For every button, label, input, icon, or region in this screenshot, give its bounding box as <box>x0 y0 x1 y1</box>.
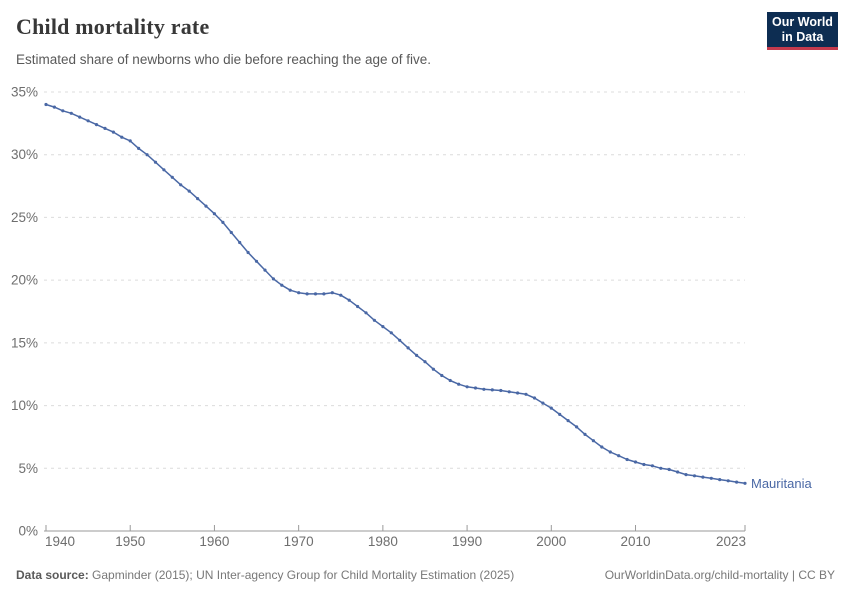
x-tick-label: 1990 <box>452 534 482 549</box>
y-axis-labels: 0% 5% 10% 15% 20% 25% 30% 35% <box>11 85 38 539</box>
y-gridlines <box>44 91 745 469</box>
series-label-mauritania: Mauritania <box>751 476 812 491</box>
owid-logo: Our World in Data <box>767 12 838 50</box>
x-tick-label: 1980 <box>368 534 398 549</box>
owid-url-link[interactable]: OurWorldinData.org/child-mortality | CC … <box>604 568 835 582</box>
data-source-note: Data source: Gapminder (2015); UN Inter-… <box>16 568 514 582</box>
series-line-mauritania <box>45 103 746 485</box>
x-tick-label: 1950 <box>115 534 145 549</box>
y-tick-label: 10% <box>11 398 38 413</box>
x-tick-label: 1960 <box>199 534 229 549</box>
x-tick-label: 1970 <box>284 534 314 549</box>
x-tick-label: 2000 <box>536 534 566 549</box>
x-tick-label: 1940 <box>45 534 75 549</box>
x-tick-label: 2023 <box>716 534 746 549</box>
chart-footer: Data source: Gapminder (2015); UN Inter-… <box>16 568 835 582</box>
y-tick-label: 0% <box>18 524 38 539</box>
y-tick-label: 25% <box>11 210 38 225</box>
x-tick-label: 2010 <box>620 534 650 549</box>
page-title: Child mortality rate <box>16 14 210 39</box>
y-tick-label: 15% <box>11 335 38 350</box>
data-source-text: Gapminder (2015); UN Inter-agency Group … <box>88 568 515 582</box>
data-source-label: Data source: <box>16 568 89 582</box>
y-tick-label: 30% <box>11 147 38 162</box>
y-tick-label: 35% <box>11 85 38 100</box>
series-points <box>44 102 747 485</box>
y-tick-label: 5% <box>18 461 38 476</box>
x-axis <box>44 525 746 532</box>
x-axis-labels: 1940 1950 1960 1970 1980 1990 2000 2010 2023 <box>45 534 746 549</box>
owid-logo-line1: Our World <box>772 14 833 29</box>
page-subtitle: Estimated share of newborns who die befo… <box>16 52 431 67</box>
owid-logo-line2: in Data <box>781 29 824 44</box>
y-tick-label: 20% <box>11 273 38 288</box>
